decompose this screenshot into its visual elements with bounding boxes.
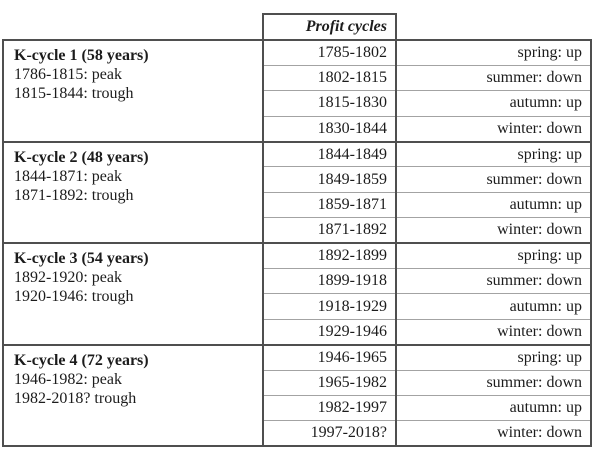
season-direction: winter: down (396, 420, 592, 448)
table-row: 1802-1815 summer: down (3, 64, 592, 92)
table-row: K-cycle 3 (54 years) 1892-1920: peak 192… (2, 242, 592, 346)
season-direction: summer: down (396, 268, 592, 295)
year-range: 1859-1871 (262, 191, 397, 219)
year-range: 1802-1815 (262, 64, 397, 92)
table-row: 1849-1859 summer: down (3, 166, 592, 193)
season-direction: autumn: up (396, 191, 592, 219)
year-range: 1892-1899 (262, 242, 397, 270)
year-range: 1830-1844 (262, 115, 397, 143)
profit-cycles-header: Profit cycles (262, 13, 397, 41)
table-row: 1929-1946 winter: down (3, 318, 592, 346)
kcycle-3-peak: 1892-1920: peak (14, 269, 122, 287)
season-direction: winter: down (396, 217, 592, 244)
kcycle-4-title: K-cycle 4 (72 years) (14, 351, 149, 369)
kcycle-4-cell: K-cycle 4 (72 years) 1946-1982: peak 198… (2, 343, 264, 448)
kcycle-3-trough: 1920-1946: trough (14, 288, 134, 306)
season-direction: winter: down (396, 115, 592, 143)
season-direction: autumn: up (396, 394, 592, 422)
year-range: 1844-1849 (262, 140, 397, 168)
season-direction: spring: up (396, 343, 592, 371)
season-direction: winter: down (396, 318, 592, 346)
season-direction: summer: down (396, 166, 592, 193)
year-range: 1849-1859 (262, 166, 397, 193)
header-row: Profit cycles (3, 13, 591, 41)
year-range: 1871-1892 (262, 217, 397, 244)
year-range: 1815-1830 (262, 90, 397, 117)
table-row: K-cycle 4 (72 years) 1946-1982: peak 198… (2, 343, 592, 448)
year-range: 1946-1965 (262, 343, 397, 371)
kcycle-4-trough: 1982-2018? trough (14, 389, 137, 407)
header-spacer-left (3, 14, 263, 40)
kondratiev-cycles-table: Profit cycles K-cycle 1 (58 years) 1786-… (2, 13, 592, 448)
year-range: 1918-1929 (262, 293, 397, 320)
year-range: 1899-1918 (262, 268, 397, 295)
season-direction: summer: down (396, 369, 592, 396)
year-range: 1982-1997 (262, 394, 397, 422)
season-direction: spring: up (396, 242, 592, 270)
year-range: 1965-1982 (262, 369, 397, 396)
kcycle-3-cell: K-cycle 3 (54 years) 1892-1920: peak 192… (2, 242, 264, 346)
season-direction: spring: up (396, 38, 592, 66)
kcycle-2-title: K-cycle 2 (48 years) (14, 148, 149, 166)
table-row: K-cycle 1 (58 years) 1786-1815: peak 181… (2, 38, 592, 143)
kcycle-2-trough: 1871-1892: trough (14, 186, 134, 204)
kcycle-4-peak: 1946-1982: peak (14, 370, 122, 388)
kcycle-1-title: K-cycle 1 (58 years) (14, 47, 149, 64)
table-row: 1859-1871 autumn: up (3, 191, 592, 219)
table-row: 1918-1929 autumn: up (3, 293, 592, 320)
kcycle-1-peak: 1786-1815: peak (14, 66, 122, 83)
season-direction: spring: up (396, 140, 592, 168)
kcycle-2-cell: K-cycle 2 (48 years) 1844-1871: peak 187… (2, 140, 264, 245)
season-direction: autumn: up (396, 293, 592, 320)
kcycle-3-title: K-cycle 3 (54 years) (14, 250, 149, 268)
season-direction: summer: down (396, 64, 592, 92)
header-spacer-right (396, 14, 591, 40)
year-range: 1997-2018? (262, 420, 397, 448)
kcycle-1-cell: K-cycle 1 (58 years) 1786-1815: peak 181… (2, 39, 264, 143)
year-range: 1929-1946 (262, 318, 397, 346)
table-row: 1871-1892 winter: down (3, 217, 592, 244)
season-direction: autumn: up (396, 90, 592, 117)
table-row: 1997-2018? winter: down (3, 420, 592, 448)
kcycle-2-peak: 1844-1871: peak (14, 167, 122, 185)
year-range: 1785-1802 (262, 38, 397, 66)
table-row: K-cycle 2 (48 years) 1844-1871: peak 187… (2, 140, 592, 245)
kcycle-1-trough: 1815-1844: trough (14, 85, 134, 102)
